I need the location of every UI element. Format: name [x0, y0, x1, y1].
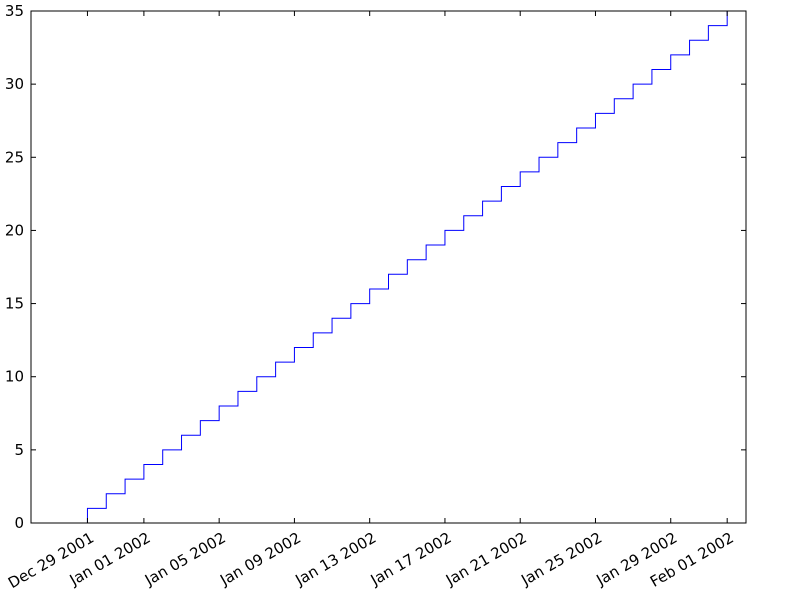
y-tick-label: 15: [5, 295, 24, 313]
y-tick-label: 5: [14, 441, 24, 459]
y-tick-label: 20: [5, 221, 24, 239]
y-tick-label: 35: [5, 2, 24, 20]
y-tick-label: 10: [5, 368, 24, 386]
axes-frame: [30, 10, 747, 524]
y-tick-label: 30: [5, 75, 24, 93]
plot-area: [68, 11, 728, 524]
axis-ticks: [31, 10, 746, 524]
y-tick-label: 0: [14, 514, 24, 532]
y-tick-label: 25: [5, 148, 24, 166]
series-step-line: [68, 11, 728, 524]
